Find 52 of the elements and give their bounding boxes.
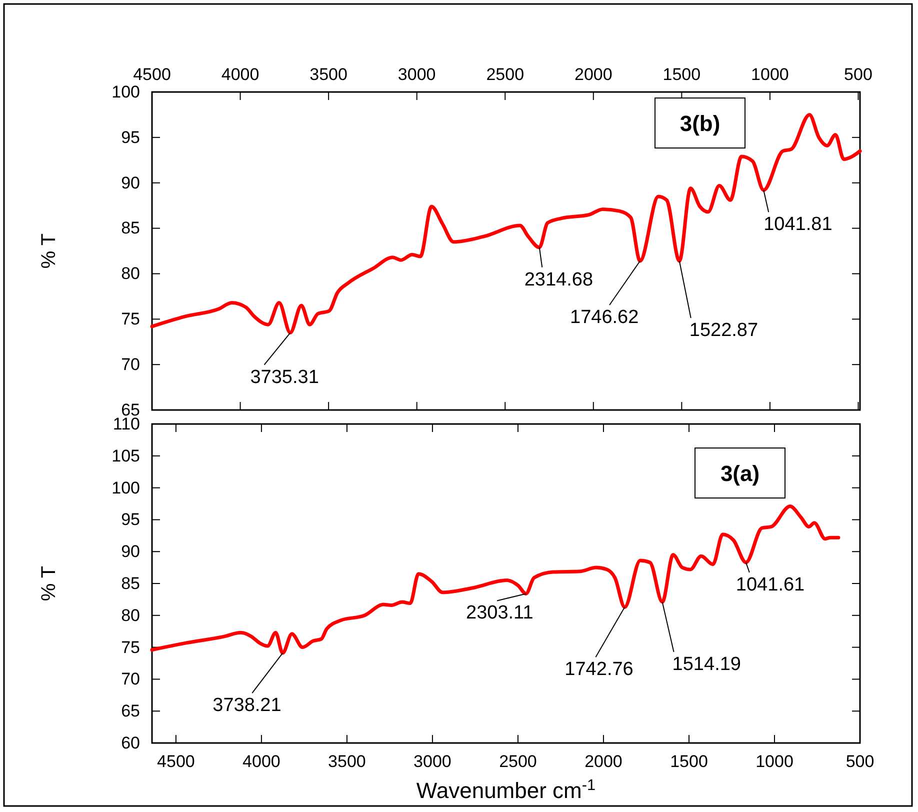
x-tick-label: 2500 (486, 65, 524, 84)
x-tick-label: 500 (846, 752, 874, 772)
x-tick-label: 2000 (574, 65, 612, 84)
y-tick-label: 60 (121, 733, 140, 752)
x-tick-label: 1000 (756, 752, 794, 772)
x-tick-label: 3500 (310, 65, 348, 84)
annotation: 1522.87 (689, 320, 758, 341)
line-series (150, 112, 862, 335)
annotation: 3735.31 (250, 366, 319, 388)
annotation: 1742.76 (564, 659, 634, 680)
annotation: 1041.61 (736, 574, 805, 596)
y-axis-title: % T (38, 566, 60, 602)
y-tick-label: 95 (121, 510, 140, 530)
y-tick-label: 90 (121, 542, 140, 562)
x-tick-label: 2000 (584, 752, 622, 772)
y-tick-label: 100 (112, 82, 140, 102)
x-tick-label: 3000 (398, 65, 436, 84)
y-tick-label: 100 (112, 478, 140, 498)
annotation: 3738.21 (212, 695, 282, 716)
annotation: 3(b) (680, 111, 720, 136)
annotation: 3(a) (720, 461, 760, 486)
y-tick-label: 75 (121, 638, 140, 657)
annotation: 2303.11 (466, 602, 534, 624)
x-tick-label: 500 (844, 65, 872, 84)
y-tick-label: 85 (121, 574, 140, 593)
x-tick-label: 1500 (670, 752, 708, 772)
y-axis-title: % T (38, 233, 60, 269)
x-tick-label: 3500 (328, 752, 366, 772)
y-tick-label: 95 (121, 128, 140, 147)
y-tick-label: 70 (121, 355, 140, 374)
x-tick-label: 4000 (221, 65, 260, 84)
line-series (150, 504, 840, 655)
x-tick-label: 4500 (157, 752, 195, 772)
y-tick-label: 75 (121, 310, 140, 329)
x-tick-label: 4500 (133, 65, 171, 84)
y-tick-label: 85 (121, 218, 140, 238)
annotation: 1746.62 (570, 306, 639, 328)
x-tick-label: 1000 (751, 65, 789, 84)
x-tick-label: 3000 (414, 752, 452, 772)
y-tick-label: 80 (121, 264, 140, 284)
annotation: 1041.81 (764, 214, 832, 236)
annotation: 1514.19 (672, 654, 741, 675)
y-tick-label: 80 (121, 606, 140, 625)
y-tick-label: 70 (121, 670, 140, 689)
y-tick-label: 105 (112, 446, 140, 466)
x-axis-title: Wavenumber cm$^{-1}$ (416, 776, 596, 803)
x-tick-label: 2500 (499, 752, 537, 772)
y-tick-label: 90 (121, 173, 140, 192)
x-tick-label: 1500 (662, 65, 701, 84)
x-tick-label: 4000 (242, 752, 280, 772)
y-tick-label: 65 (121, 702, 140, 721)
annotation: 2314.68 (524, 269, 594, 290)
